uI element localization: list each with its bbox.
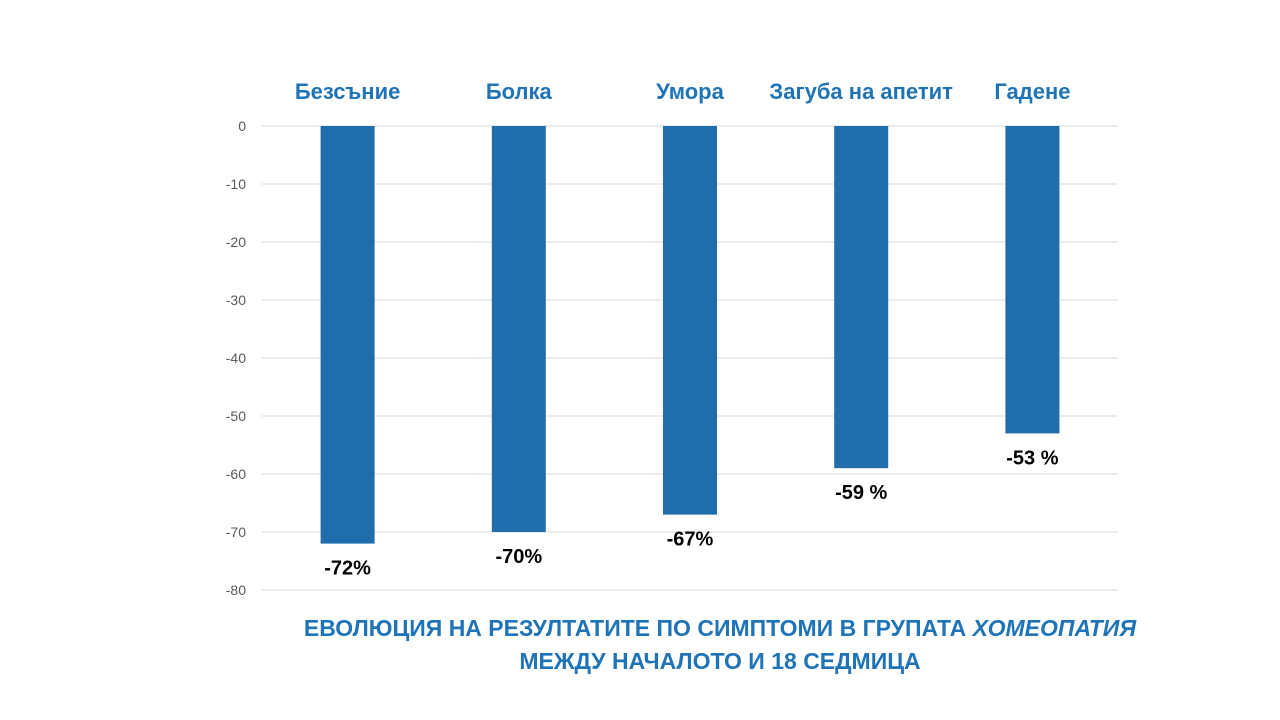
chart-caption: ЕВОЛЮЦИЯ НА РЕЗУЛТАТИТЕ ПО СИМПТОМИ В ГР… <box>280 612 1160 678</box>
data-label: -67% <box>667 529 714 551</box>
caption-line-1-prefix: ЕВОЛЮЦИЯ НА РЕЗУЛТАТИТЕ ПО СИМПТОМИ В ГР… <box>303 615 973 641</box>
bar <box>1005 126 1060 434</box>
y-axis-tick-labels: 0 -10 -20 -30 -40 -50 -60 -70 -80 <box>226 118 246 598</box>
data-labels: -72% -70% -67% -59 % -53 % <box>324 447 1058 579</box>
bar <box>834 126 889 469</box>
caption-emphasis: ХОМЕОПАТИЯ <box>972 615 1137 641</box>
bar <box>320 126 375 544</box>
category-label: Безсъние <box>295 79 400 104</box>
y-tick-label: 0 <box>238 118 246 134</box>
bar <box>663 126 717 515</box>
caption-line-1: ЕВОЛЮЦИЯ НА РЕЗУЛТАТИТЕ ПО СИМПТОМИ В ГР… <box>280 612 1160 645</box>
data-label: -53 % <box>1006 447 1058 469</box>
y-tick-label: -80 <box>226 582 246 598</box>
y-tick-label: -60 <box>226 466 246 482</box>
data-label: -72% <box>324 558 371 580</box>
category-label: Болка <box>486 79 553 104</box>
category-label: Умора <box>656 79 724 104</box>
bar <box>491 126 546 532</box>
caption-line-2: МЕЖДУ НАЧАЛОТО И 18 СЕДМИЦА <box>519 648 921 674</box>
y-tick-label: -40 <box>226 350 246 366</box>
data-label: -59 % <box>835 482 887 504</box>
y-tick-label: -10 <box>226 176 246 192</box>
bars <box>320 126 1060 544</box>
y-tick-label: -70 <box>226 524 246 540</box>
category-label: Загуба на апетит <box>769 79 953 104</box>
y-tick-label: -50 <box>226 408 246 424</box>
data-label: -70% <box>495 546 542 568</box>
y-tick-label: -30 <box>226 292 246 308</box>
category-label: Гадене <box>994 79 1070 104</box>
y-tick-label: -20 <box>226 234 246 250</box>
category-labels: Безсъние Болка Умора Загуба на апетит Гадене <box>295 79 1071 104</box>
